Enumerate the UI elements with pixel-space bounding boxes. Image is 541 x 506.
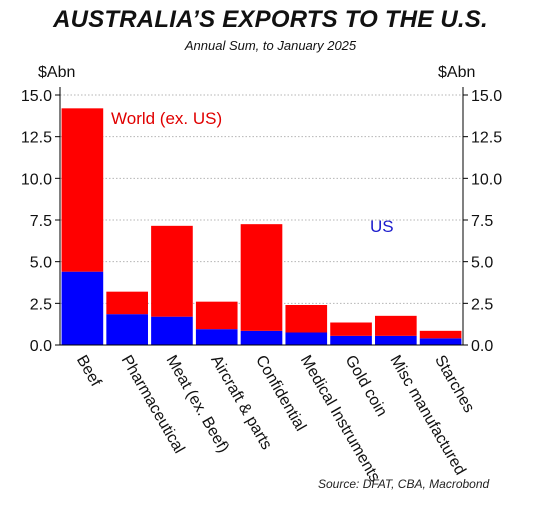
y-tick-label-left: 0.0 — [30, 338, 52, 355]
axes — [59, 87, 464, 346]
y-tick-label-right: 2.5 — [471, 296, 493, 313]
category-label-5: Medical Instruments — [297, 353, 383, 485]
y-tick-label-right: 5.0 — [471, 255, 493, 272]
y-ticks-right: 0.0 2.5 5.0 7.5 10.0 12.5 15.0 — [463, 88, 502, 355]
bar-us-8 — [419, 338, 462, 345]
bar-us-5 — [285, 332, 328, 345]
chart-subtitle: Annual Sum, to January 2025 — [184, 38, 357, 53]
category-label-8: Starches — [431, 353, 477, 416]
bar-us-0 — [61, 271, 104, 345]
bar-us-3 — [195, 329, 238, 345]
bar-world-8 — [419, 330, 462, 339]
annotation-world: World (ex. US) — [111, 109, 222, 128]
category-label-0: Beef — [73, 353, 104, 390]
bar-world-5 — [285, 305, 328, 333]
bar-world-7 — [375, 315, 417, 336]
bar-world-1 — [106, 291, 148, 315]
y-tick-label-right: 7.5 — [471, 213, 493, 230]
bar-world-4 — [240, 224, 283, 331]
bars — [61, 108, 462, 345]
source-note: Source: DFAT, CBA, Macrobond — [318, 477, 490, 491]
y-tick-label-right: 0.0 — [471, 338, 493, 355]
bar-us-6 — [330, 335, 372, 345]
y-tick-label-right: 10.0 — [471, 171, 502, 188]
chart-title: AUSTRALIA’S EXPORTS TO THE U.S. — [53, 6, 488, 33]
bar-world-2 — [151, 225, 193, 317]
category-label-6: Gold coin — [342, 353, 391, 420]
y-axis-unit-left: $Abn — [38, 64, 76, 81]
y-tick-label-left: 7.5 — [30, 213, 52, 230]
y-ticks-left: 0.0 2.5 5.0 7.5 10.0 12.5 15.0 — [21, 88, 60, 355]
bar-world-3 — [195, 301, 238, 330]
y-tick-label-left: 5.0 — [30, 255, 52, 272]
bar-us-4 — [240, 330, 283, 345]
y-tick-label-left: 15.0 — [21, 88, 52, 105]
y-tick-label-left: 2.5 — [30, 296, 52, 313]
bar-world-0 — [61, 108, 104, 272]
y-tick-label-right: 12.5 — [471, 130, 502, 147]
annotation-us: US — [370, 217, 394, 236]
bar-us-1 — [106, 314, 148, 345]
bar-us-2 — [151, 316, 193, 345]
y-tick-label-right: 15.0 — [471, 88, 502, 105]
bar-us-7 — [375, 335, 417, 345]
y-axis-unit-right: $Abn — [438, 64, 476, 81]
y-tick-label-left: 12.5 — [21, 130, 52, 147]
y-tick-label-left: 10.0 — [21, 171, 52, 188]
bar-world-6 — [330, 322, 372, 336]
